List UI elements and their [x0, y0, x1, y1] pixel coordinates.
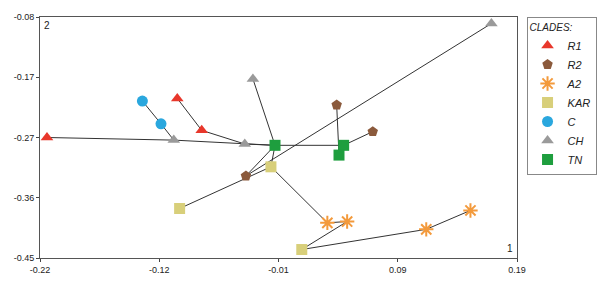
svg-text:1: 1 — [507, 243, 513, 254]
svg-text:0.09: 0.09 — [389, 265, 407, 275]
svg-text:0.19: 0.19 — [508, 265, 526, 275]
svg-text:-0.08: -0.08 — [14, 12, 35, 22]
svg-text:-0.45: -0.45 — [14, 253, 35, 263]
svg-text:TN: TN — [568, 154, 583, 166]
svg-text:2: 2 — [44, 20, 50, 31]
svg-text:-0.12: -0.12 — [149, 265, 170, 275]
svg-text:C: C — [568, 116, 576, 128]
svg-text:-0.22: -0.22 — [30, 265, 51, 275]
svg-text:KAR: KAR — [568, 97, 591, 109]
svg-text:-0.36: -0.36 — [14, 193, 35, 203]
svg-text:CLADES:: CLADES: — [530, 22, 573, 33]
svg-text:R1: R1 — [568, 40, 582, 52]
svg-text:CH: CH — [568, 135, 584, 147]
svg-text:-0.17: -0.17 — [14, 72, 35, 82]
svg-text:A2: A2 — [567, 78, 581, 90]
svg-text:R2: R2 — [568, 59, 582, 71]
svg-text:-0.01: -0.01 — [268, 265, 289, 275]
svg-text:-0.27: -0.27 — [14, 133, 35, 143]
